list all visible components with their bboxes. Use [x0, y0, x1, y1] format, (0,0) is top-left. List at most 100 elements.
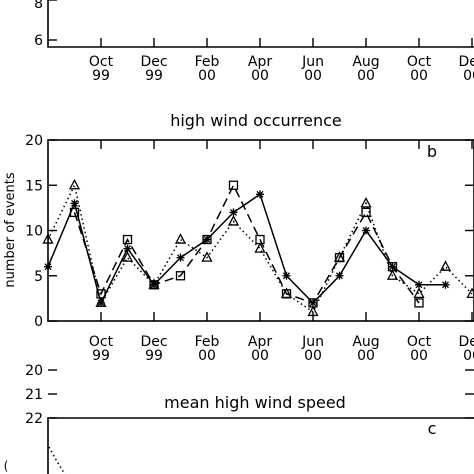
x-tick-label-year: 00 [463, 68, 474, 84]
x-tick-label-month: Feb [195, 54, 220, 70]
x-tick-label-year: 00 [198, 68, 216, 84]
panel-c-title: mean high wind speed [164, 393, 346, 412]
series-line-square [73, 183, 420, 304]
y-tick-label: 20 [25, 363, 43, 379]
data-point-square [414, 298, 424, 308]
x-tick-label-year: 00 [410, 348, 428, 364]
x-tick-label-month: Aug [352, 334, 379, 350]
data-point-square [69, 207, 80, 218]
panel-b-title: high wind occurrence [170, 111, 342, 130]
x-tick-label-year: 00 [410, 68, 428, 84]
x-tick-label-month: Feb [195, 334, 220, 350]
panel-b-yticks: 0 5 10 15 20 [25, 133, 474, 330]
panel-a-frame [47, 0, 474, 48]
x-tick-label-year: 99 [145, 348, 163, 364]
y-tick-label: 0 [34, 314, 43, 330]
panel-c-yticks: 20 21 22 [25, 363, 474, 427]
y-tick-label: 21 [25, 387, 43, 403]
panel-a-xticks: Oct99Dec99Feb00Apr00Jun00Aug00Oct00Dec00 [89, 38, 474, 84]
data-point-asterisk [176, 253, 185, 262]
x-tick-label-month: Oct [89, 334, 114, 350]
panel-b-xticks: Oct99Dec99Feb00Apr00Jun00Aug00Oct00Dec00 [89, 140, 474, 364]
data-point-asterisk [335, 271, 344, 280]
series-line-asterisk [47, 193, 446, 306]
data-point-asterisk [123, 244, 132, 253]
panel-c-label: c [428, 419, 437, 438]
x-tick-label-month: Dec [458, 54, 474, 70]
data-point-triangle [333, 251, 346, 262]
data-point-asterisk [229, 208, 238, 217]
panel-b-label: b [427, 142, 437, 161]
data-point-triangle [413, 287, 425, 298]
panel-b: high wind occurrence b number of events … [3, 111, 474, 364]
series-line-triangle [47, 183, 473, 314]
data-point-triangle [439, 260, 452, 271]
y-tick-label: 15 [25, 178, 43, 194]
y-tick-label: 10 [25, 224, 43, 240]
x-tick-label-year: 00 [357, 348, 375, 364]
panel-c-ylabel-fragment: ( [4, 459, 9, 473]
panel-b-series [42, 178, 474, 317]
data-point-triangle [227, 215, 240, 226]
x-tick-label-year: 00 [251, 348, 269, 364]
series-square [69, 180, 424, 308]
x-tick-label-year: 00 [357, 68, 375, 84]
data-point-triangle [360, 196, 372, 208]
x-tick-label-month: Dec [140, 334, 167, 350]
data-point-asterisk [256, 190, 264, 199]
data-point-triangle [121, 251, 134, 262]
x-tick-label-year: 00 [463, 348, 474, 364]
data-point-triangle [174, 233, 187, 244]
data-point-square [228, 180, 239, 190]
x-tick-label-year: 00 [304, 68, 322, 84]
x-tick-label-year: 99 [92, 68, 110, 84]
x-tick-label-month: Oct [407, 54, 432, 70]
panel-b-frame [47, 139, 474, 322]
series-triangle [42, 178, 474, 317]
data-point-asterisk [70, 199, 79, 208]
data-point-triangle [148, 278, 160, 289]
panel-c-frame [47, 417, 474, 474]
data-point-triangle [280, 287, 293, 298]
x-tick-label-year: 00 [304, 348, 322, 364]
x-tick-label-year: 00 [198, 348, 216, 364]
panel-c: mean high wind speed c 20 21 22 ( [4, 363, 474, 474]
x-tick-label-month: Dec [458, 334, 474, 350]
data-point-triangle [68, 178, 81, 190]
panel-b-ylabel: number of events [3, 172, 18, 288]
data-point-triangle [201, 251, 213, 262]
x-tick-label-month: Jun [301, 334, 324, 350]
x-tick-label-month: Oct [89, 54, 114, 70]
data-point-square [202, 234, 212, 245]
data-point-triangle [42, 233, 54, 244]
panel-a-ytick-label: 8 [34, 0, 43, 12]
data-point-asterisk [441, 280, 450, 289]
data-point-triangle [307, 305, 319, 317]
data-point-triangle [466, 287, 474, 298]
x-tick-label-month: Apr [248, 334, 272, 350]
x-tick-label-month: Jun [301, 54, 324, 70]
panel-a-ytick-label: 6 [34, 33, 43, 49]
data-point-asterisk [44, 262, 52, 271]
data-point-triangle [95, 296, 107, 308]
y-tick-label: 5 [34, 269, 43, 285]
x-tick-label-month: Apr [248, 54, 272, 70]
data-point-asterisk [282, 271, 291, 280]
x-tick-label-year: 99 [92, 348, 110, 364]
data-point-square [175, 271, 186, 281]
data-point-triangle [254, 242, 266, 253]
data-point-asterisk [362, 226, 370, 235]
y-tick-label: 20 [25, 133, 43, 149]
x-tick-label-month: Dec [140, 54, 167, 70]
data-point-asterisk [415, 280, 423, 289]
panel-c-series-line [48, 446, 66, 474]
data-point-triangle [386, 269, 399, 280]
y-tick-label: 22 [25, 411, 43, 427]
x-tick-label-month: Aug [352, 54, 379, 70]
x-tick-label-year: 99 [145, 68, 163, 84]
x-tick-label-year: 00 [251, 68, 269, 84]
panel-a: 6 8 Oct99Dec99Feb00Apr00Jun00Aug00Oct00D… [34, 0, 474, 84]
data-point-square [122, 234, 133, 245]
x-tick-label-month: Oct [407, 334, 432, 350]
